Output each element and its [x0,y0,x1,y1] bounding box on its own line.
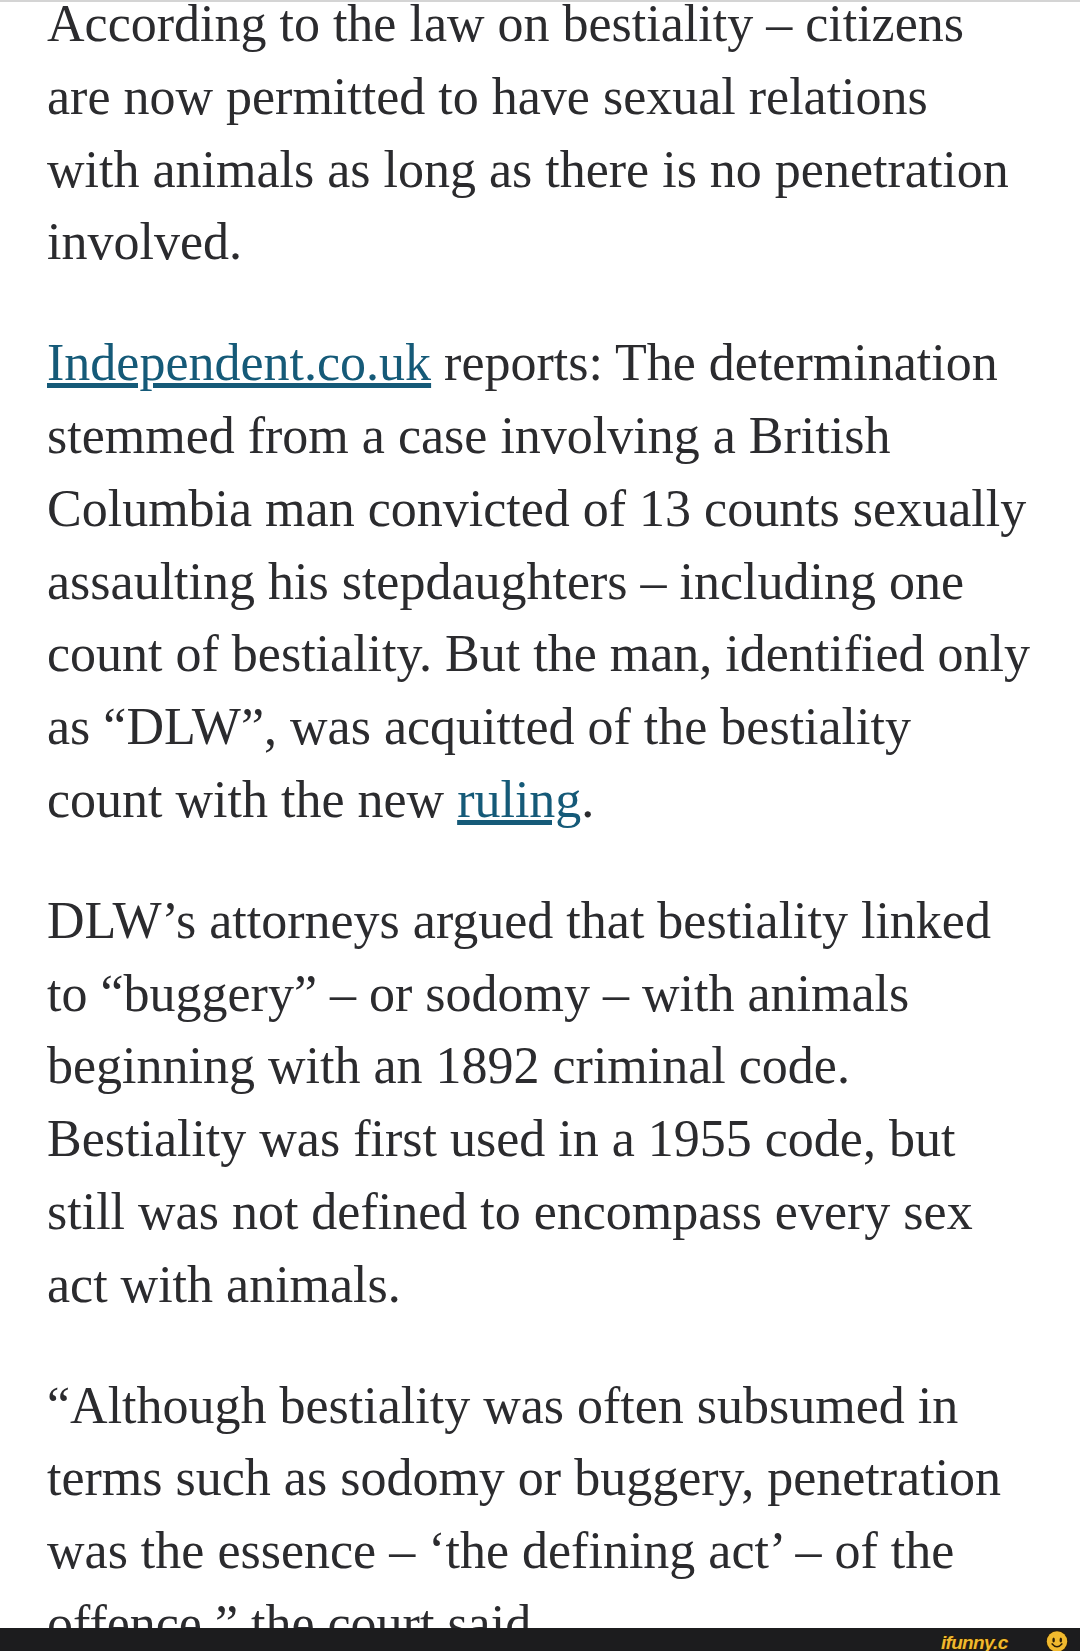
svg-text:ifunny.c: ifunny.c [941,1632,1009,1651]
